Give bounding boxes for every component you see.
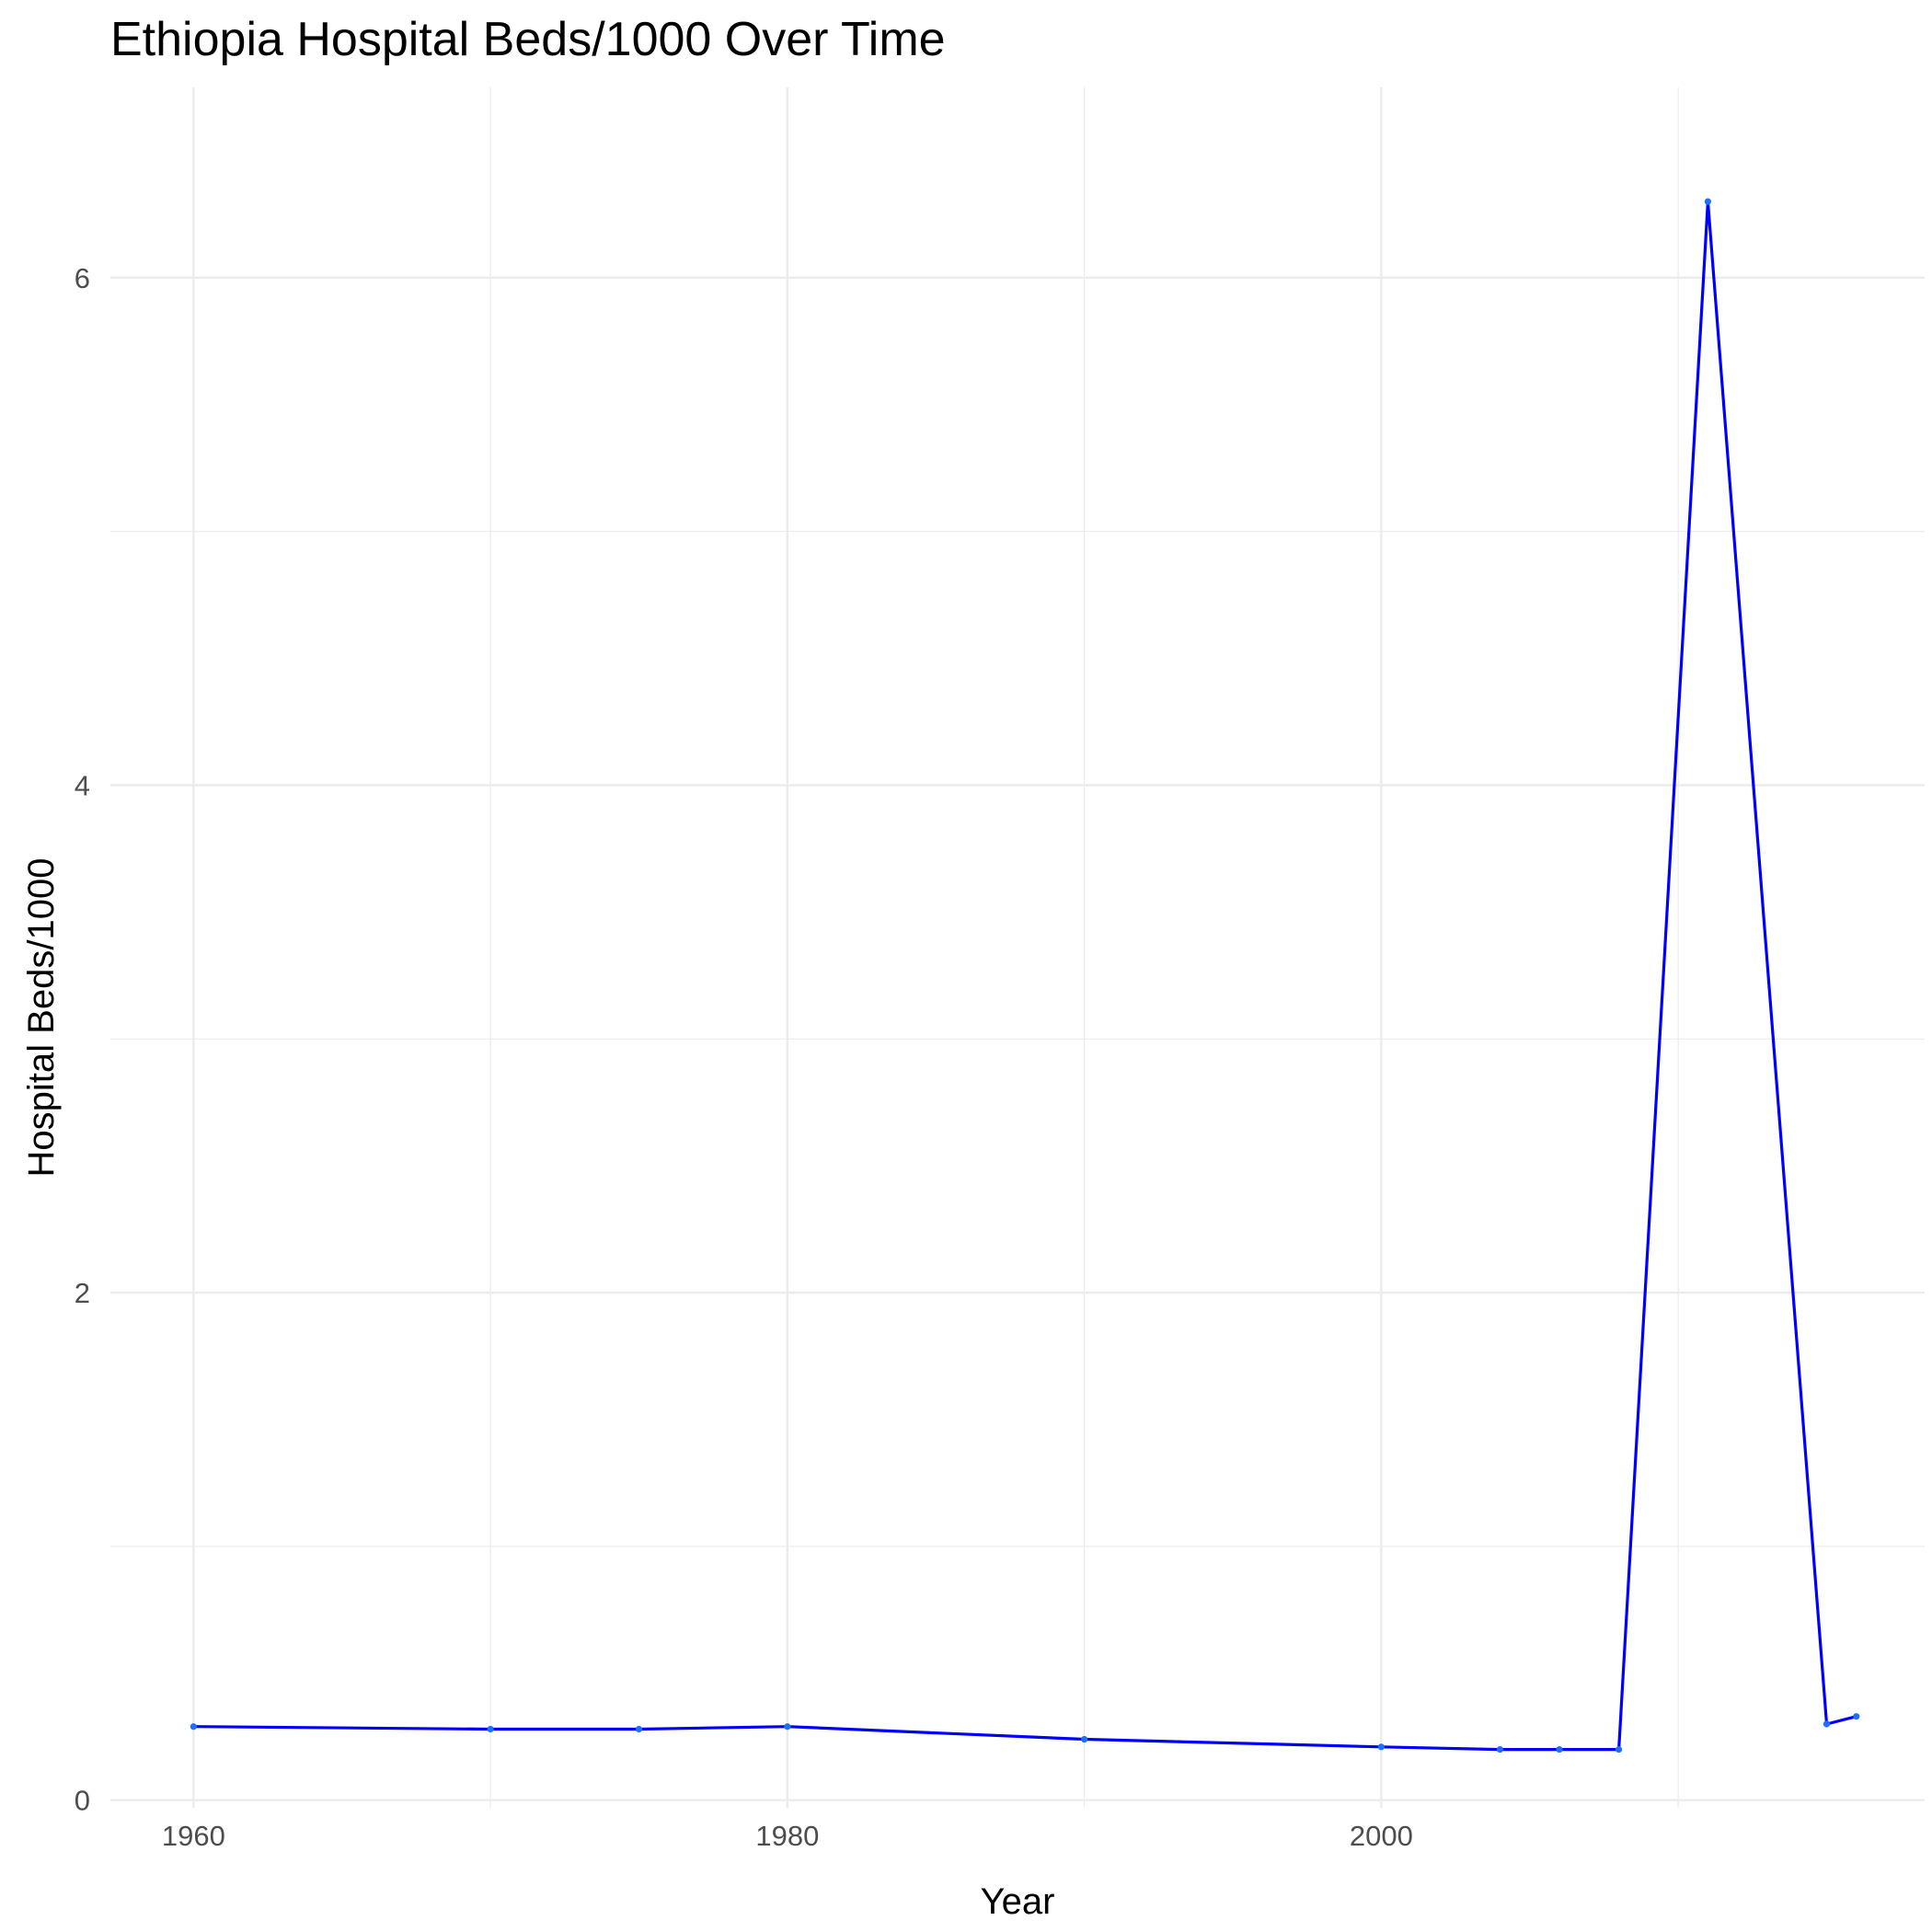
x-tick-label: 1980: [755, 1820, 819, 1852]
data-point: [190, 1723, 197, 1731]
data-points-layer: [190, 198, 1860, 1754]
data-point: [784, 1723, 791, 1731]
y-tick-label: 4: [75, 769, 90, 801]
y-tick-label: 2: [75, 1277, 90, 1309]
data-point: [1377, 1743, 1385, 1751]
data-point: [1823, 1720, 1831, 1728]
data-point: [635, 1725, 643, 1733]
x-tick-label: 1960: [162, 1820, 225, 1852]
data-point: [487, 1725, 494, 1733]
x-tick-labels: 1960 1980 2000: [162, 1820, 1413, 1852]
data-point: [1081, 1735, 1088, 1743]
data-point: [1615, 1745, 1623, 1754]
x-tick-label: 2000: [1350, 1820, 1413, 1852]
data-point: [1556, 1745, 1563, 1754]
chart-title: Ethiopia Hospital Beds/1000 Over Time: [110, 13, 946, 66]
y-tick-labels: 0 2 4 6: [75, 262, 90, 1817]
grid-lines: [110, 87, 1925, 1808]
data-point: [1496, 1745, 1504, 1754]
y-tick-label: 6: [75, 262, 90, 294]
data-point: [1704, 198, 1711, 205]
data-point: [1853, 1713, 1860, 1720]
y-tick-label: 0: [75, 1785, 90, 1817]
data-line-layer: [191, 200, 1858, 1752]
series-line: [191, 200, 1858, 1752]
y-axis-title: Hospital Beds/1000: [21, 858, 62, 1178]
x-axis-title: Year: [981, 1881, 1055, 1922]
